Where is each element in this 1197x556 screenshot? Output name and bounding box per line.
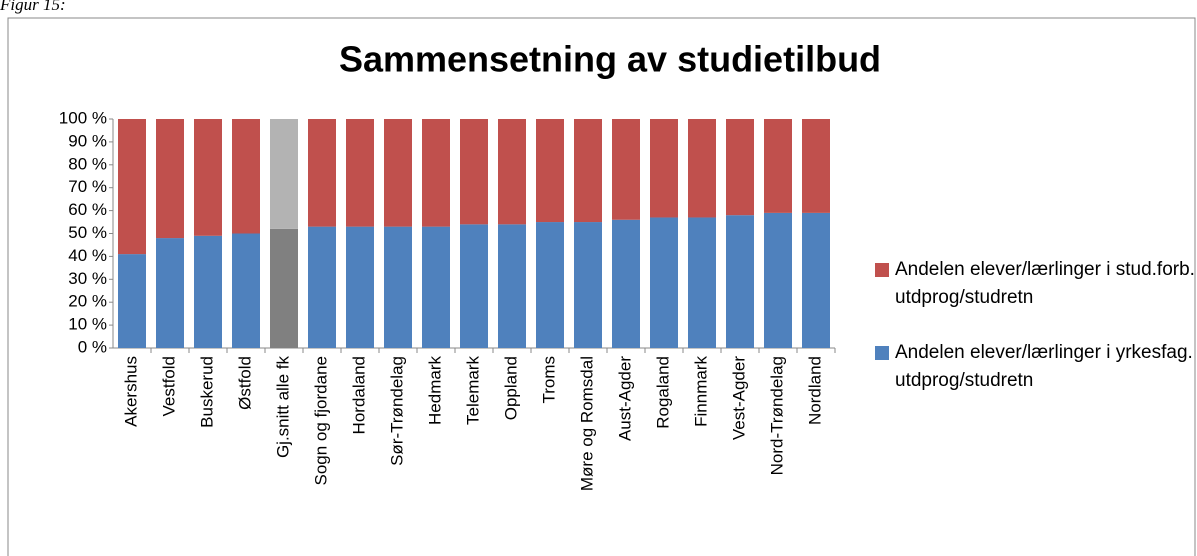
bar-segment [384,119,412,227]
bar-segment [612,219,640,348]
bar-segment [802,212,830,348]
bar-segment [764,119,792,213]
y-tick-label: 100 % [59,108,107,127]
bar-segment [156,119,184,239]
bar-segment [688,217,716,348]
y-tick-label: 10 % [68,315,107,334]
bar-segment [574,119,602,223]
x-tick-label: Østfold [235,356,254,410]
legend-label: Andelen elever/lærlinger i yrkesfag. utd… [895,342,1193,391]
bar-segment [726,215,754,348]
bar-segment [536,222,564,348]
x-tick-label: Nord-Trøndelag [767,356,786,475]
legend-item: Andelen elever/lærlinger i yrkesfag. utd… [875,339,1195,395]
bar-segment [308,226,336,348]
x-tick-label: Nordland [805,356,824,425]
bar-segment [498,224,526,348]
legend-swatch [875,263,889,277]
bar-segment [270,228,298,348]
bar-segment [346,119,374,227]
bar-segment [232,233,260,348]
x-tick-label: Gj.snitt alle fk [273,356,292,459]
bar-segment [422,226,450,348]
bar-segment [422,119,450,227]
bar-segment [156,238,184,348]
x-tick-label: Rogaland [653,356,672,429]
bar-segment [650,119,678,218]
x-tick-label: Troms [539,356,558,404]
bar-segment [460,119,488,225]
bar-segment [346,226,374,348]
x-tick-label: Sogn og fjordane [311,356,330,486]
x-tick-label: Finnmark [691,356,710,427]
bar-segment [308,119,336,227]
bar-segment [574,222,602,348]
x-tick-label: Møre og Romsdal [577,356,596,491]
legend-swatch [875,346,889,360]
bar-segment [612,119,640,220]
y-tick-label: 50 % [68,223,107,242]
chart-title: Sammensetning av studietilbud [339,39,881,80]
legend-item: Andelen elever/lærlinger i stud.forb. ut… [875,256,1195,312]
x-tick-label: Sør-Trøndelag [387,356,406,466]
x-tick-label: Telemark [463,356,482,425]
legend-label: Andelen elever/lærlinger i stud.forb. ut… [895,259,1195,308]
bar-segment [232,119,260,234]
bar-segment [270,119,298,229]
caption: Figur 15: [0,0,66,14]
y-tick-label: 30 % [68,269,107,288]
x-tick-label: Vestfold [159,356,178,417]
y-tick-label: 70 % [68,177,107,196]
y-tick-label: 40 % [68,246,107,265]
bar-segment [498,119,526,225]
bar-segment [194,119,222,236]
y-tick-label: 80 % [68,154,107,173]
x-tick-label: Vest-Agder [729,356,748,440]
bar-segment [118,119,146,255]
bar-segment [802,119,830,213]
bar-segment [460,224,488,348]
bar-segment [536,119,564,223]
y-tick-label: 60 % [68,200,107,219]
x-tick-label: Hordaland [349,356,368,434]
bar-segment [650,217,678,348]
bar-segment [384,226,412,348]
y-tick-label: 20 % [68,292,107,311]
y-tick-label: 0 % [78,337,107,356]
x-tick-label: Buskerud [197,356,216,428]
x-tick-label: Akershus [121,356,140,427]
y-tick-label: 90 % [68,131,107,150]
bar-segment [764,212,792,348]
x-tick-label: Oppland [501,356,520,420]
bar-segment [118,254,146,348]
bar-segment [688,119,716,218]
x-tick-label: Aust-Agder [615,356,634,441]
bar-segment [726,119,754,216]
x-tick-label: Hedmark [425,356,444,425]
bar-segment [194,235,222,348]
